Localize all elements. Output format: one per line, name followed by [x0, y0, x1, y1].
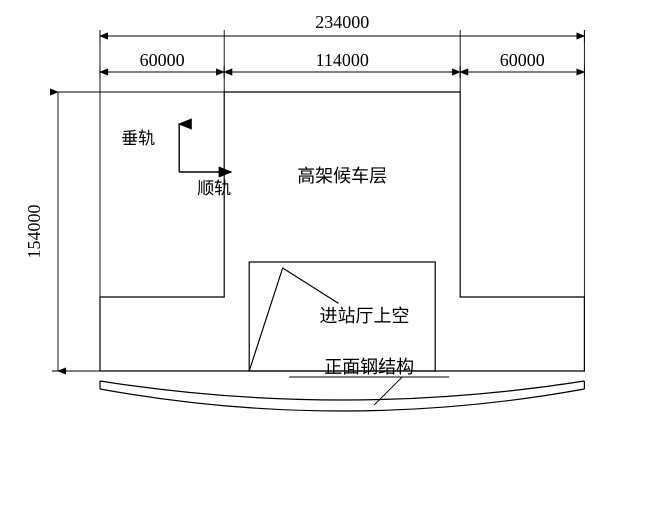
svg-text:高架候车层: 高架候车层 — [297, 166, 387, 186]
svg-text:60000: 60000 — [140, 50, 185, 70]
svg-text:154000: 154000 — [24, 205, 44, 259]
svg-text:进站厅上空: 进站厅上空 — [320, 306, 410, 326]
svg-text:234000: 234000 — [315, 12, 369, 32]
svg-text:顺轨: 顺轨 — [197, 179, 231, 198]
engineering-plan-diagram: 234000 60000 114000 60000 154000 垂轨顺轨 高架候车层进站厅… — [0, 0, 667, 524]
inner-features — [100, 262, 584, 411]
dimension-lines — [52, 30, 584, 371]
svg-text:60000: 60000 — [500, 50, 545, 70]
axis-indicator — [179, 124, 231, 172]
text-labels: 234000 60000 114000 60000 154000 垂轨顺轨 高架候车层进站厅… — [24, 12, 545, 377]
building-outline — [100, 92, 584, 371]
svg-text:正面钢结构: 正面钢结构 — [324, 357, 414, 377]
svg-text:114000: 114000 — [316, 50, 369, 70]
svg-text:垂轨: 垂轨 — [121, 129, 155, 148]
